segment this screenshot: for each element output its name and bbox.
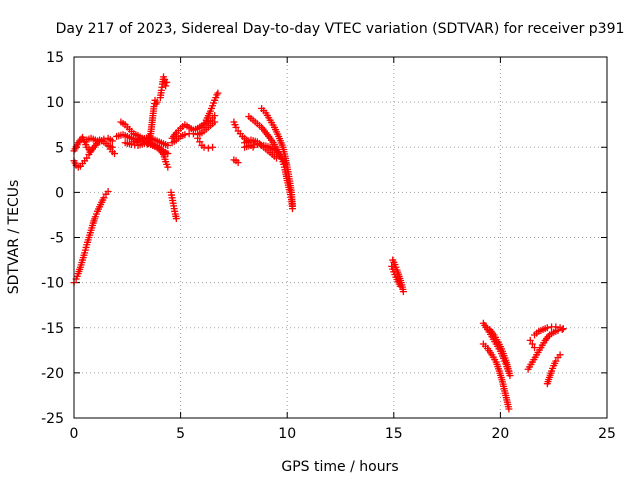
y-axis-label: SDTVAR / TECUs bbox=[6, 180, 22, 295]
y-tick-label: 15 bbox=[46, 50, 64, 66]
data-point-arc-21h-c bbox=[528, 340, 536, 348]
data-point-arc-6h-rise bbox=[214, 89, 222, 97]
x-tick-label: 20 bbox=[491, 426, 509, 442]
data-point-arc-3h-b bbox=[164, 150, 172, 158]
plot-frame bbox=[73, 56, 608, 419]
x-tick-labels: 0 5 10 15 20 25 bbox=[70, 426, 616, 442]
x-axis-label: GPS time / hours bbox=[281, 459, 398, 475]
data-point-arc-19h-c bbox=[505, 367, 513, 375]
x-tick-label: 15 bbox=[385, 426, 403, 442]
data-point-arc-6h-rise bbox=[198, 123, 206, 131]
y-tick-label: -10 bbox=[41, 276, 64, 292]
data-point-arc-3h-c bbox=[164, 163, 172, 171]
data-point-spike-4h-b bbox=[162, 82, 170, 90]
y-tick-label: 5 bbox=[55, 140, 64, 156]
y-tick-label: 10 bbox=[46, 95, 64, 111]
data-point-spike-4h bbox=[153, 98, 161, 106]
data-point-arc-7h bbox=[232, 123, 240, 131]
data-point-arc-21h-b bbox=[543, 324, 551, 332]
data-point-spike-4h-b bbox=[163, 78, 171, 86]
data-point-arc-15h bbox=[399, 288, 407, 296]
data-point-arc-19h-a bbox=[506, 372, 514, 380]
chart-title: Day 217 of 2023, Sidereal Day-to-day VTE… bbox=[56, 21, 625, 37]
y-tick-label: 0 bbox=[55, 185, 64, 201]
data-point-arc-6h-tail bbox=[196, 138, 204, 146]
y-tick-label: -25 bbox=[41, 411, 64, 427]
data-point-arc-6h-rise bbox=[200, 120, 208, 128]
data-point-arc-rise-0h bbox=[100, 194, 108, 202]
data-point-arc-6h-tail bbox=[200, 143, 208, 151]
data-point-drop-4h bbox=[172, 215, 180, 223]
data-point-arc-5h-a bbox=[211, 112, 219, 120]
data-point-arc-rise-0h bbox=[104, 187, 112, 195]
data-point-arc-21h-c bbox=[531, 344, 539, 352]
x-tick-label: 25 bbox=[598, 426, 616, 442]
data-point-arc-6h-tail bbox=[194, 134, 202, 142]
data-point-arc-6h-tail bbox=[204, 144, 212, 152]
data-point-arc-21h-b bbox=[556, 324, 564, 332]
data-point-arc-3h-a bbox=[164, 141, 172, 149]
data-point-arc-2h-tail bbox=[111, 150, 119, 158]
grid bbox=[74, 57, 607, 418]
data-point-arc-0h-upper bbox=[100, 135, 108, 143]
data-point-arc-15h-b bbox=[396, 282, 404, 290]
data-point-arc-0h-low bbox=[83, 154, 91, 162]
data-point-arc-7h-tail bbox=[234, 159, 242, 167]
y-tick-label: -20 bbox=[41, 366, 64, 382]
data-point-arc-22h bbox=[556, 351, 564, 359]
data-point-arc-8h-c bbox=[281, 160, 289, 167]
data-point-arc-5h-b bbox=[211, 118, 219, 126]
data-points bbox=[70, 73, 567, 413]
data-point-arc-0h-upper bbox=[108, 137, 116, 145]
x-tick-label: 5 bbox=[176, 426, 185, 442]
data-point-arc-8h-b bbox=[289, 202, 297, 210]
data-point-arc-21h-c bbox=[526, 336, 534, 344]
y-tick-label: -15 bbox=[41, 321, 64, 337]
x-tick-label: 0 bbox=[70, 426, 79, 442]
data-point-arc-8h-d bbox=[273, 154, 281, 162]
data-point-arc-19h-b bbox=[505, 405, 513, 413]
y-tick-labels: -25 -20 -15 -10 -5 0 5 10 15 bbox=[41, 50, 64, 427]
y-tick-label: -5 bbox=[50, 231, 64, 247]
data-point-arc-21h-b bbox=[559, 325, 567, 333]
data-point-arc-21h-b bbox=[552, 323, 560, 331]
data-point-arc-5h-b bbox=[189, 130, 197, 138]
data-point-arc-22h bbox=[552, 357, 560, 365]
data-point-arc-6h-tail bbox=[209, 143, 217, 151]
x-tick-label: 10 bbox=[278, 426, 296, 442]
data-point-arc-5h-b bbox=[181, 131, 189, 139]
